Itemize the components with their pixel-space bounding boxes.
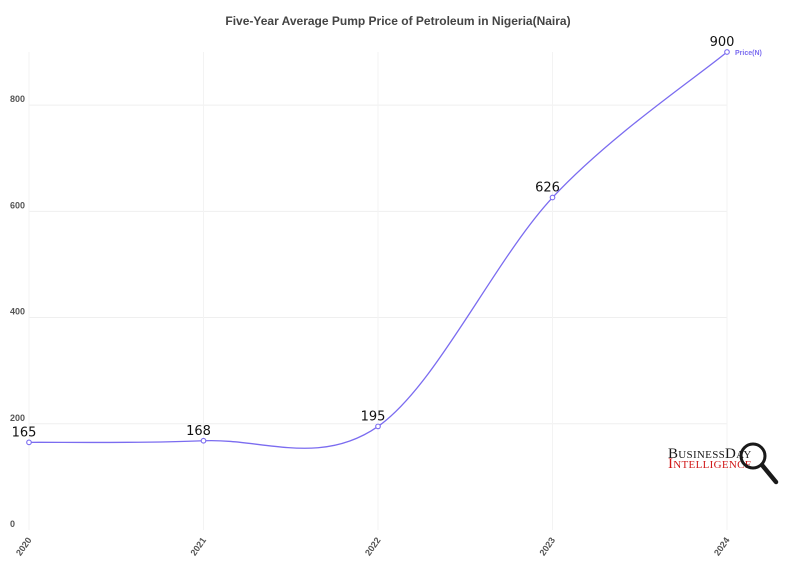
data-label: 626 xyxy=(535,181,560,196)
y-tick-label: 800 xyxy=(10,94,25,104)
x-tick-label: 2021 xyxy=(188,535,208,557)
y-tick-label: 200 xyxy=(10,413,25,423)
gridlines xyxy=(28,52,728,530)
data-label: 195 xyxy=(361,409,386,424)
businessday-intelligence-logo: BusinessDay Intelligence xyxy=(668,442,779,485)
x-axis: 2020 2021 2022 2023 2024 xyxy=(14,535,732,557)
y-tick-label: 0 xyxy=(10,519,15,529)
y-tick-label: 600 xyxy=(10,200,25,210)
data-label: 168 xyxy=(186,424,211,439)
data-point xyxy=(375,423,381,430)
data-label: 900 xyxy=(710,35,735,50)
data-point xyxy=(200,437,207,444)
x-tick-label: 2024 xyxy=(712,535,732,557)
data-point xyxy=(549,194,556,201)
data-point xyxy=(26,439,32,446)
data-point xyxy=(724,49,730,55)
x-tick-label: 2023 xyxy=(537,535,557,557)
data-points xyxy=(26,49,730,446)
magnifier-icon xyxy=(739,442,779,485)
legend-label: Price(N) xyxy=(735,50,762,57)
series-line xyxy=(28,51,728,449)
x-tick-label: 2020 xyxy=(14,535,34,557)
chart-title: Five-Year Average Pump Price of Petroleu… xyxy=(225,14,571,28)
x-tick-label: 2022 xyxy=(363,535,383,557)
logo-bottom-text: Intelligence xyxy=(668,456,752,472)
data-labels: 165 168 195 626 900 xyxy=(12,35,735,440)
logo-top-text: BusinessDay xyxy=(668,446,752,462)
y-axis: 0 200 400 600 800 xyxy=(10,94,25,529)
y-tick-label: 400 xyxy=(10,307,25,317)
data-label: 165 xyxy=(12,425,37,440)
